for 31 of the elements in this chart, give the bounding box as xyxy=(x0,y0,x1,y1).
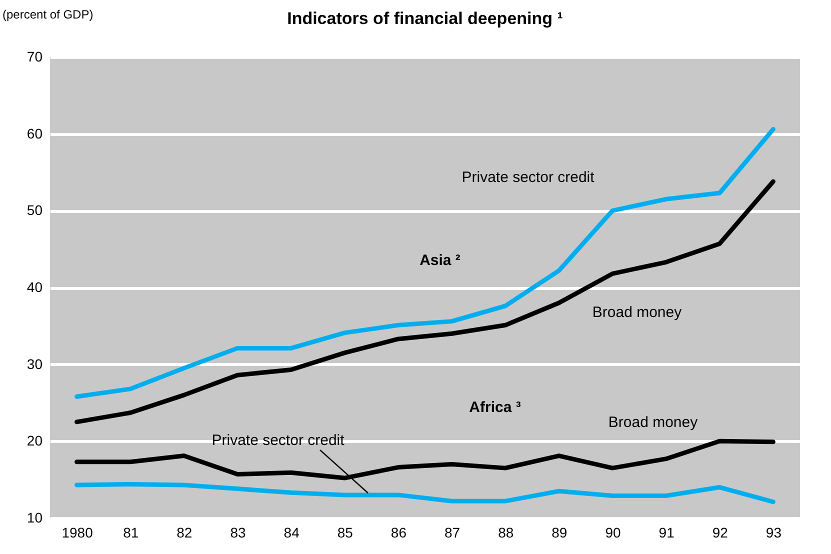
y-tick-label: 40 xyxy=(26,279,43,295)
x-tick-label: 88 xyxy=(498,524,514,540)
y-tick-label: 60 xyxy=(26,125,43,142)
x-tick-label: 82 xyxy=(176,524,192,540)
text: Private sector credit xyxy=(462,169,596,186)
x-tick-label: 91 xyxy=(658,524,675,540)
x-tick-label: 83 xyxy=(230,524,246,540)
y-tick-label: 30 xyxy=(26,356,43,372)
series-label: Broad money xyxy=(592,304,682,321)
x-tick-label: 86 xyxy=(390,524,407,540)
y-tick-label: 20 xyxy=(26,432,43,449)
series-label: Broad money xyxy=(608,414,698,431)
y-tick-label: 70 xyxy=(26,48,43,64)
chart-title: Indicators of financial deepening ¹ xyxy=(287,9,564,28)
x-tick-label: 90 xyxy=(605,524,621,540)
text: Private sector credit xyxy=(212,432,346,449)
annotation: Africa ³ xyxy=(469,399,521,416)
x-tick-label: 81 xyxy=(123,524,139,540)
y-axis-title: (percent of GDP) xyxy=(2,8,94,22)
line-series xyxy=(74,126,776,399)
x-tick-label: 84 xyxy=(284,524,300,540)
x-tick-label: 93 xyxy=(766,524,782,540)
y-tick-label: 50 xyxy=(26,202,43,218)
x-tick-label: 92 xyxy=(712,524,728,540)
y-tick-label: 10 xyxy=(26,510,43,526)
x-tick-label: 87 xyxy=(444,524,460,540)
x-tick-label: 1980 xyxy=(62,524,94,540)
annotation: Asia ² xyxy=(420,252,460,269)
x-tick-label: 89 xyxy=(552,524,568,540)
line-series xyxy=(74,482,776,504)
x-tick-label: 85 xyxy=(337,524,354,540)
